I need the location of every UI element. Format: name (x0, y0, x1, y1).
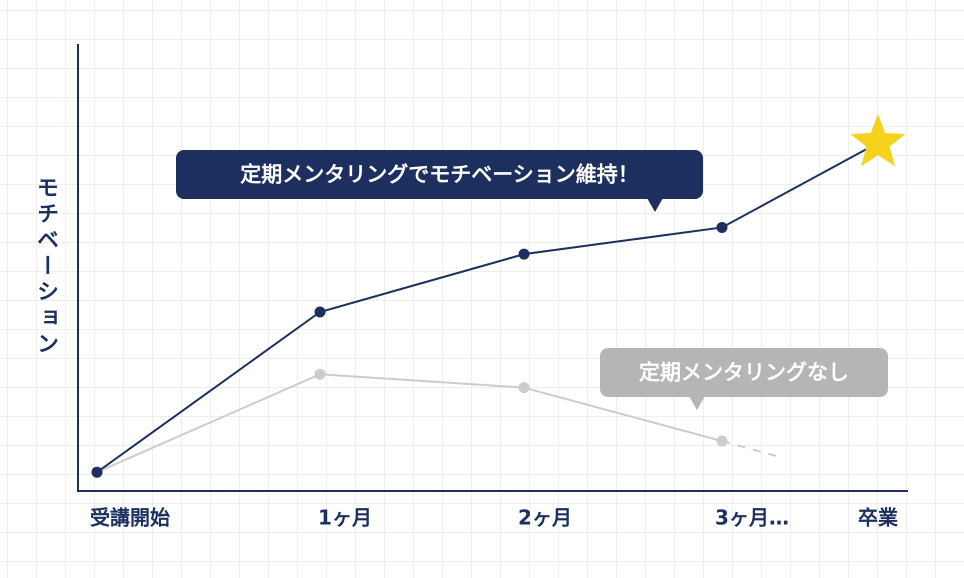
series-line (96, 373, 723, 474)
point (518, 382, 530, 394)
point (716, 435, 728, 447)
x-tick-label: 2ヶ月 (518, 506, 572, 530)
callout-text: 定期メンタリングなし (639, 361, 849, 385)
y-axis-label: モチベーション (33, 176, 59, 358)
callout-box (600, 348, 888, 397)
point (716, 221, 728, 233)
x-tick-label: 卒業 (858, 506, 899, 530)
point (314, 306, 326, 318)
x-tick-label: 受講開始 (90, 506, 170, 530)
dashed-continuation (721, 440, 781, 459)
callout-text: 定期メンタリングでモチベーション維持！ (240, 163, 639, 187)
x-tick-label: 3ヶ月… (715, 506, 789, 530)
goal-star (850, 113, 906, 167)
callout-tail (689, 396, 705, 410)
point (518, 248, 530, 260)
x-tick-label: 1ヶ月 (318, 506, 372, 530)
point (91, 466, 103, 478)
callout-tail (647, 198, 663, 212)
callout-box (176, 150, 703, 199)
point (314, 368, 326, 380)
